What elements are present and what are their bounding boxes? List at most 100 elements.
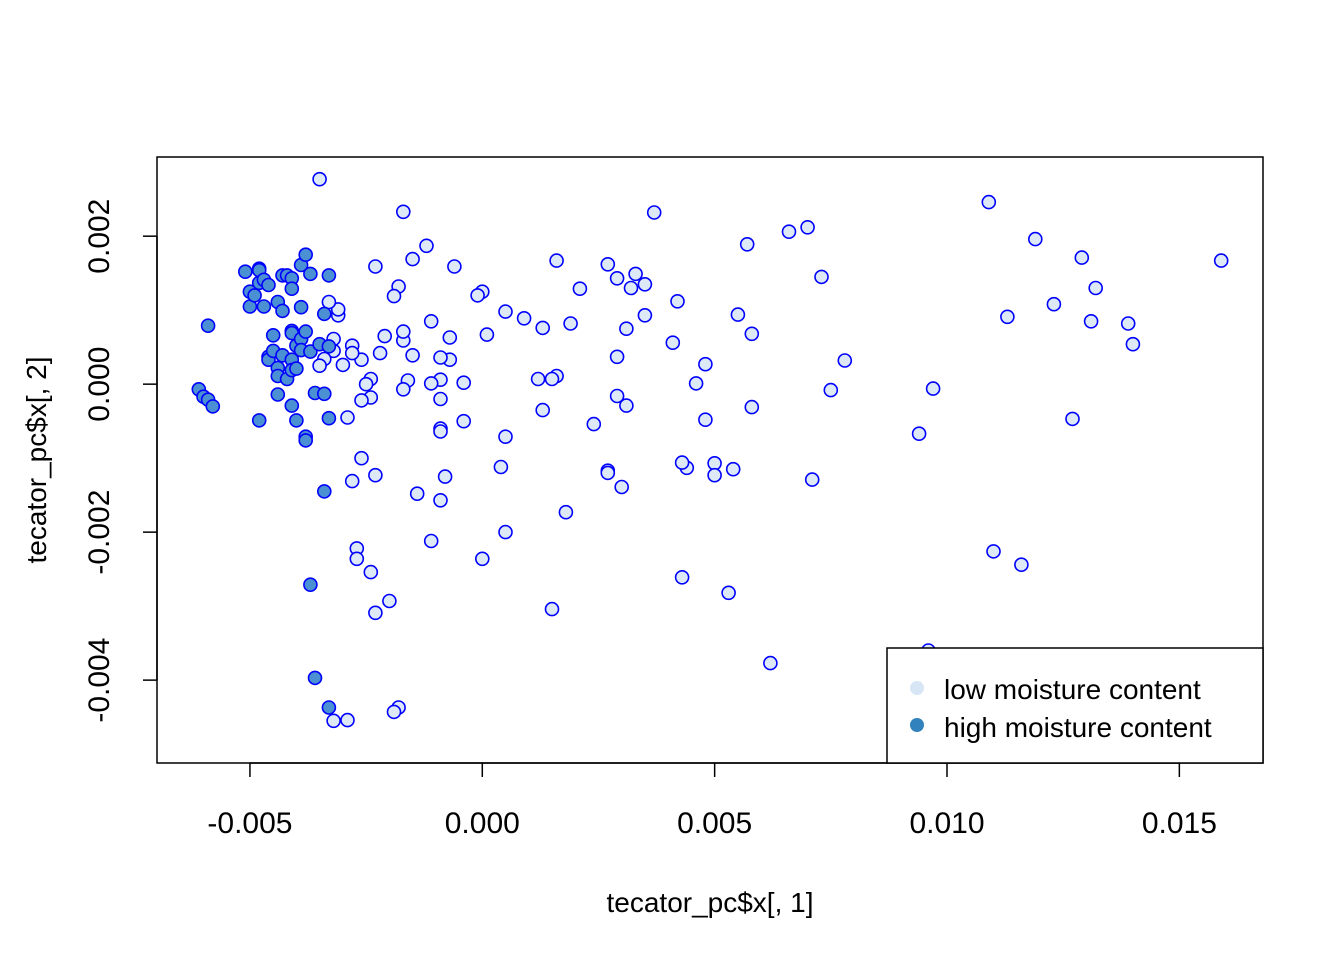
point-high-moisture xyxy=(284,398,300,413)
y-tick-label: -0.002 xyxy=(83,490,116,575)
point-low-moisture xyxy=(1125,336,1141,352)
point-high-moisture xyxy=(298,324,314,339)
point-low-moisture xyxy=(698,356,713,372)
point-low-moisture xyxy=(382,593,397,609)
point-low-moisture xyxy=(423,533,439,549)
point-low-moisture xyxy=(721,585,736,601)
y-tick-label: -0.004 xyxy=(83,638,116,723)
point-low-moisture xyxy=(349,551,365,567)
point-low-moisture xyxy=(744,326,760,342)
x-tick-label: 0.000 xyxy=(445,807,520,840)
point-low-moisture xyxy=(535,320,551,336)
y-axis: -0.004 -0.002 0.000 0.002 xyxy=(83,199,158,723)
point-low-moisture xyxy=(837,353,853,368)
point-low-moisture xyxy=(637,307,653,323)
point-low-moisture xyxy=(781,224,797,239)
point-low-moisture xyxy=(688,376,704,391)
point-low-moisture xyxy=(447,259,462,274)
point-low-moisture xyxy=(456,413,472,429)
point-low-moisture xyxy=(804,472,820,487)
point-low-moisture xyxy=(340,410,355,425)
point-low-moisture xyxy=(405,251,420,267)
point-low-moisture xyxy=(730,307,746,322)
point-high-moisture xyxy=(251,413,267,428)
point-high-moisture xyxy=(284,281,300,297)
point-low-moisture xyxy=(558,504,574,520)
point-high-moisture xyxy=(298,433,314,448)
point-low-moisture xyxy=(312,358,327,374)
point-low-moisture xyxy=(707,455,722,471)
y-tick-label: 0.002 xyxy=(83,199,116,274)
point-low-moisture xyxy=(1014,557,1029,573)
point-low-moisture xyxy=(386,704,402,720)
point-low-moisture xyxy=(498,524,513,540)
point-low-moisture xyxy=(744,399,760,415)
point-low-moisture xyxy=(609,270,625,286)
y-tick-label: 0.000 xyxy=(83,347,116,422)
x-tick-label: 0.015 xyxy=(1142,807,1217,840)
point-low-moisture xyxy=(609,388,625,404)
point-low-moisture xyxy=(395,381,411,397)
point-low-moisture xyxy=(707,467,722,483)
point-low-moisture xyxy=(549,253,564,268)
point-low-moisture xyxy=(354,450,369,466)
point-low-moisture xyxy=(368,259,383,274)
point-low-moisture xyxy=(395,204,411,220)
x-tick-label: -0.005 xyxy=(207,807,292,840)
point-low-moisture xyxy=(516,310,532,326)
point-high-moisture xyxy=(321,268,337,283)
x-tick-label: 0.005 xyxy=(677,807,752,840)
point-low-moisture xyxy=(1088,280,1103,296)
legend: low moisture content high moisture conte… xyxy=(886,647,1264,764)
point-low-moisture xyxy=(340,712,355,728)
point-low-moisture xyxy=(911,426,927,442)
point-high-moisture xyxy=(247,288,262,303)
point-low-moisture xyxy=(763,655,778,671)
point-high-moisture xyxy=(307,670,323,686)
point-low-moisture xyxy=(386,288,402,304)
point-low-moisture xyxy=(800,220,815,235)
point-low-moisture xyxy=(1074,250,1090,265)
point-low-moisture xyxy=(544,601,560,617)
point-high-moisture xyxy=(200,318,216,334)
point-low-moisture xyxy=(456,375,472,391)
point-high-moisture xyxy=(270,387,286,402)
point-high-moisture xyxy=(321,410,337,426)
point-high-moisture xyxy=(316,306,332,322)
point-low-moisture xyxy=(670,293,685,309)
point-low-moisture xyxy=(619,398,634,413)
point-low-moisture xyxy=(925,381,941,396)
point-high-moisture xyxy=(321,339,337,354)
point-low-moisture xyxy=(405,347,420,363)
point-low-moisture xyxy=(395,324,411,339)
point-high-moisture xyxy=(303,577,318,593)
point-low-moisture xyxy=(637,276,653,292)
point-low-moisture xyxy=(368,467,383,483)
point-low-moisture xyxy=(423,376,439,391)
point-low-moisture xyxy=(674,455,690,470)
point-high-moisture xyxy=(316,386,332,402)
point-low-moisture xyxy=(725,461,741,477)
legend-box xyxy=(886,647,1264,764)
data-points xyxy=(191,171,1229,729)
legend-low-label: low moisture content xyxy=(944,674,1201,705)
point-low-moisture xyxy=(986,544,1001,559)
point-high-moisture xyxy=(275,303,290,319)
point-low-moisture xyxy=(344,345,360,361)
point-low-moisture xyxy=(321,294,337,310)
point-low-moisture xyxy=(619,321,634,337)
point-low-moisture xyxy=(419,238,434,254)
point-low-moisture xyxy=(823,382,839,398)
point-low-moisture xyxy=(493,459,509,475)
point-low-moisture xyxy=(600,465,616,481)
point-low-moisture xyxy=(572,281,588,297)
point-low-moisture xyxy=(363,564,379,580)
point-low-moisture xyxy=(535,402,551,418)
point-low-moisture xyxy=(344,473,360,489)
legend-low-marker xyxy=(910,681,924,695)
point-low-moisture xyxy=(609,349,625,365)
point-low-moisture xyxy=(623,280,639,296)
point-low-moisture xyxy=(739,237,755,252)
x-tick-label: 0.010 xyxy=(909,807,984,840)
